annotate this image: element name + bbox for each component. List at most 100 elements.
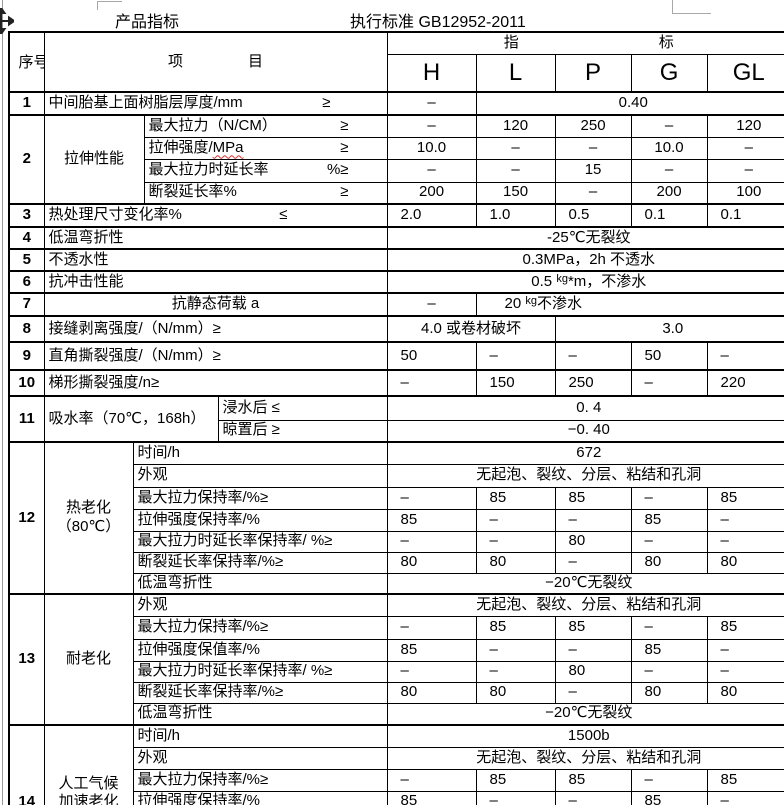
value-cell[interactable]: –	[706, 136, 784, 160]
value-cell[interactable]: 80	[630, 551, 708, 574]
row-label[interactable]: 抗静态荷载 a	[43, 292, 388, 317]
value-cell[interactable]: 85	[630, 508, 708, 532]
row-label[interactable]: 中间胎基上面树脂层厚度/mm ≥	[43, 91, 388, 116]
row-label[interactable]: 梯形撕裂强度/n≥	[43, 369, 388, 397]
value-cell[interactable]: 85	[630, 790, 708, 805]
value-cell[interactable]: −20℃无裂纹	[386, 702, 784, 726]
grade-col-G[interactable]: G	[630, 53, 708, 93]
row-no[interactable]: 2	[8, 114, 45, 205]
value-cell[interactable]: 80	[630, 681, 708, 704]
value-cell[interactable]: –	[706, 638, 784, 662]
value-cell[interactable]: 80	[386, 681, 477, 704]
sub-label[interactable]: 最大拉力时延长率保持率/ %≥	[132, 530, 388, 553]
value-cell[interactable]: –	[554, 136, 632, 160]
row-label[interactable]: 抗冲击性能	[43, 270, 388, 294]
value-cell[interactable]: 85	[475, 768, 556, 792]
value-cell[interactable]: 120	[706, 114, 784, 138]
value-cell[interactable]: 85	[706, 768, 784, 792]
value-cell[interactable]: –	[386, 660, 477, 683]
value-cell[interactable]: 150	[475, 369, 556, 397]
value-cell[interactable]: 1500b	[386, 724, 784, 748]
row-no[interactable]: 6	[8, 270, 45, 294]
row-no[interactable]: 7	[8, 292, 45, 317]
doc-title-product-index[interactable]: 产品指标	[115, 14, 180, 31]
value-cell[interactable]: –	[386, 158, 477, 183]
value-cell[interactable]: –	[706, 158, 784, 183]
value-cell[interactable]: –	[630, 615, 708, 640]
row-no[interactable]: 4	[8, 226, 45, 250]
sub-label[interactable]: 拉伸强度/MPa ≥	[143, 136, 388, 160]
value-cell[interactable]: –	[554, 638, 632, 662]
row-label[interactable]: 接缝剥离强度/（N/mm）≥	[43, 315, 388, 343]
value-cell[interactable]: –	[475, 660, 556, 683]
value-cell[interactable]: –	[630, 486, 708, 510]
grade-col-GL[interactable]: GL	[706, 53, 784, 93]
row-no[interactable]: 9	[8, 341, 45, 371]
value-cell[interactable]: –	[386, 292, 477, 317]
sub-label[interactable]: 最大拉力（N/CM） ≥	[143, 114, 388, 138]
value-cell[interactable]: –	[386, 114, 477, 138]
value-cell[interactable]: 200	[630, 181, 708, 205]
doc-title-standard[interactable]: 执行标准 GB12952-2011	[350, 14, 526, 31]
value-cell[interactable]: −20℃无裂纹	[386, 572, 784, 595]
value-cell[interactable]: –	[554, 341, 632, 371]
row-no[interactable]: 3	[8, 203, 45, 228]
value-cell[interactable]: 15	[554, 158, 632, 183]
value-cell[interactable]: –	[706, 660, 784, 683]
value-cell[interactable]: 85	[706, 615, 784, 640]
group-label[interactable]: 拉伸性能	[43, 114, 145, 205]
value-cell[interactable]: –	[706, 341, 784, 371]
sub-label[interactable]: 最大拉力保持率/%≥	[132, 615, 388, 640]
sub-label[interactable]: 外观	[132, 463, 388, 488]
sub-label[interactable]: 最大拉力保持率/%≥	[132, 486, 388, 510]
header-serial-no[interactable]: 序号	[8, 31, 45, 93]
value-cell[interactable]: –	[554, 790, 632, 805]
value-cell[interactable]: 250	[554, 369, 632, 397]
header-index[interactable]: 指 标	[386, 31, 784, 55]
value-cell[interactable]: 0.1	[630, 203, 708, 228]
value-cell[interactable]: 85	[386, 790, 477, 805]
row-no[interactable]: 14	[8, 724, 45, 805]
row-label[interactable]: 直角撕裂强度/（N/mm）≥	[43, 341, 388, 371]
row-label[interactable]: 热处理尺寸变化率% ≤	[43, 203, 388, 228]
value-cell[interactable]: 220	[706, 369, 784, 397]
value-cell[interactable]: –	[630, 158, 708, 183]
value-cell[interactable]: 250	[554, 114, 632, 138]
value-cell[interactable]: 85	[554, 615, 632, 640]
sub-label[interactable]: 断裂延长率% ≥	[143, 181, 388, 205]
value-cell[interactable]: 150	[475, 181, 556, 205]
value-cell[interactable]: –	[554, 681, 632, 704]
value-cell[interactable]: 0.40	[475, 91, 784, 116]
value-cell[interactable]: 4.0 或卷材破坏	[386, 315, 556, 343]
sub-label[interactable]: 晾置后 ≥	[217, 419, 388, 443]
value-cell[interactable]: –	[386, 530, 477, 553]
row-no[interactable]: 1	[8, 91, 45, 116]
sub-label[interactable]: 时间/h	[132, 441, 388, 465]
value-cell[interactable]: –	[386, 615, 477, 640]
sub-label[interactable]: 拉伸强度保持率/%	[132, 508, 388, 532]
row-no[interactable]: 12	[8, 441, 45, 595]
row-no[interactable]: 11	[8, 395, 45, 443]
value-cell[interactable]: 85	[554, 768, 632, 792]
group-label[interactable]: 热老化 （80℃）	[43, 441, 134, 595]
value-cell[interactable]: -25℃无裂纹	[386, 226, 784, 250]
value-cell[interactable]: 85	[630, 638, 708, 662]
row-no[interactable]: 13	[8, 593, 45, 726]
value-cell[interactable]: 80	[554, 530, 632, 553]
row-no[interactable]: 8	[8, 315, 45, 343]
value-cell[interactable]: –	[386, 369, 477, 397]
sub-label[interactable]: 断裂延长率保持率/%≥	[132, 551, 388, 574]
value-cell[interactable]: 85	[475, 615, 556, 640]
value-cell[interactable]: 80	[475, 681, 556, 704]
value-cell[interactable]: 无起泡、裂纹、分层、粘结和孔洞	[386, 463, 784, 488]
row-label[interactable]: 低温弯折性	[43, 226, 388, 250]
value-cell[interactable]: 0. 4	[386, 395, 784, 421]
sub-label[interactable]: 外观	[132, 593, 388, 617]
value-cell[interactable]: 0.3MPa，2h 不透水	[386, 248, 784, 272]
value-cell[interactable]: –	[630, 660, 708, 683]
group-label[interactable]: 人工气候 加速老化	[43, 724, 134, 805]
row-no[interactable]: 10	[8, 369, 45, 397]
sub-label[interactable]: 外观	[132, 746, 388, 770]
row-label[interactable]: 不透水性	[43, 248, 388, 272]
value-cell[interactable]: 85	[475, 486, 556, 510]
